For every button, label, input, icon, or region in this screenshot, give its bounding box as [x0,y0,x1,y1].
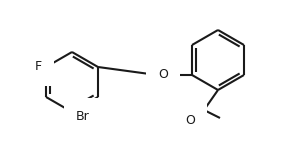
Text: O: O [185,114,195,126]
Text: O: O [158,69,168,81]
Text: Br: Br [76,111,90,123]
Text: F: F [34,60,42,74]
